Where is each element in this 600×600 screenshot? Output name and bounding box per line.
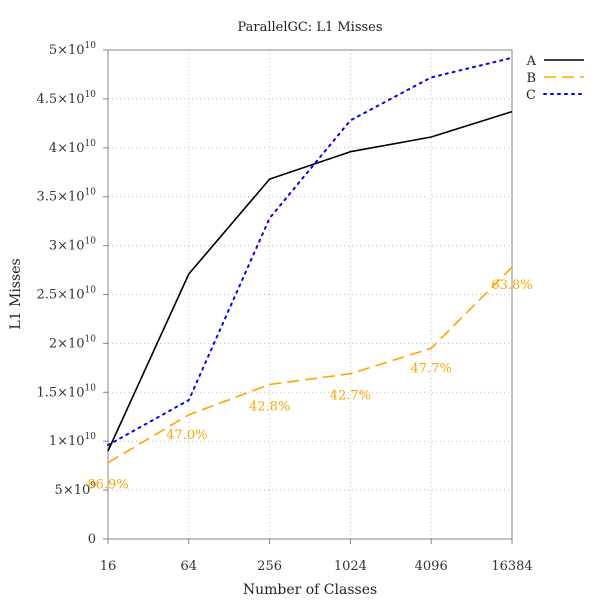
y-tick-label: 3.5×1010 xyxy=(36,188,96,205)
data-label: 42.8% xyxy=(249,399,290,414)
annotations: 86.9% 47.0% 42.8% 42.7% 47.7% 63.8% xyxy=(87,278,532,493)
y-axis: 0 5×109 1×1010 1.5×1010 2×1010 2.5×1010 3×1010… xyxy=(36,41,108,547)
x-axis-title: Number of Classes xyxy=(243,582,377,598)
legend-label-c: C xyxy=(526,88,536,103)
y-tick-label: 5×109 xyxy=(55,481,97,498)
y-tick-label: 1×1010 xyxy=(49,432,96,449)
series-layer xyxy=(107,56,513,464)
y-tick-exponent: 9 xyxy=(90,481,96,491)
data-label: 63.8% xyxy=(491,278,532,293)
y-axis-title: L1 Misses xyxy=(8,258,24,329)
y-tick-label: 2.5×1010 xyxy=(36,286,96,303)
x-tick-label: 256 xyxy=(257,559,282,574)
data-label: 47.0% xyxy=(166,428,207,443)
x-tick-label: 16384 xyxy=(491,559,532,574)
x-tick-label: 4096 xyxy=(415,559,448,574)
data-label: 42.7% xyxy=(330,389,371,404)
series-line-b xyxy=(107,266,513,464)
x-tick-label: 64 xyxy=(181,559,198,574)
y-tick-label: 4×1010 xyxy=(49,139,96,156)
y-tick-exponent: 10 xyxy=(85,334,97,344)
legend-label-a: A xyxy=(526,54,537,69)
y-tick-exponent: 10 xyxy=(85,286,97,296)
y-tick-label: 5×1010 xyxy=(49,41,96,58)
y-tick-label: 1.5×1010 xyxy=(36,383,96,400)
x-tick-label: 1024 xyxy=(334,559,367,574)
x-tick-label: 16 xyxy=(100,559,117,574)
chart-title: ParallelGC: L1 Misses xyxy=(237,20,382,35)
y-tick-label: 3×1010 xyxy=(49,237,96,254)
series-line-c xyxy=(107,56,513,447)
x-axis: 16 64 256 1024 4096 16384 xyxy=(100,539,533,574)
y-tick-exponent: 10 xyxy=(85,90,97,100)
y-tick-exponent: 10 xyxy=(85,188,97,198)
y-tick-exponent: 10 xyxy=(85,139,97,149)
legend: ABC xyxy=(526,54,585,103)
grid xyxy=(108,50,512,539)
y-tick-label: 4.5×1010 xyxy=(36,90,96,107)
y-tick-exponent: 10 xyxy=(85,237,97,247)
y-tick-label: 0 xyxy=(88,532,96,547)
data-label: 86.9% xyxy=(87,478,128,493)
y-tick-exponent: 10 xyxy=(85,383,97,393)
legend-label-b: B xyxy=(526,71,536,86)
data-label: 47.7% xyxy=(411,361,452,376)
y-tick-exponent: 10 xyxy=(85,41,97,51)
series-line-a xyxy=(107,110,513,452)
y-tick-exponent: 10 xyxy=(85,432,97,442)
y-tick-label: 2×1010 xyxy=(49,334,96,351)
